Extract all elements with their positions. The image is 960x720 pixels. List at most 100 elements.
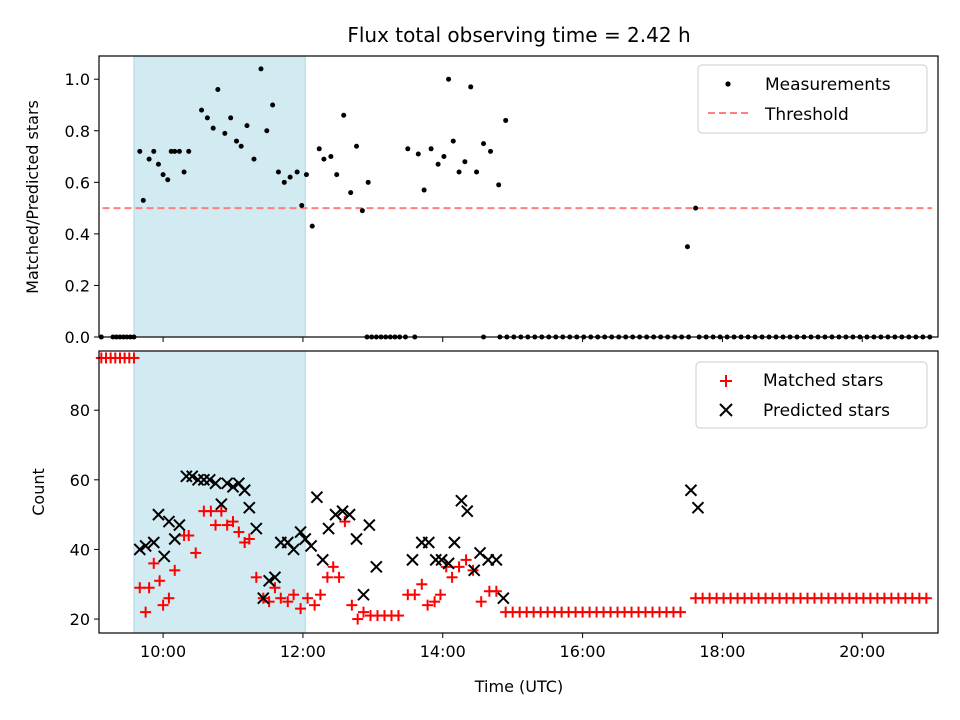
measurement-point	[303, 172, 309, 178]
measurement-point	[204, 115, 210, 121]
measurement-point	[264, 128, 270, 134]
measurement-point	[234, 138, 240, 144]
x-tick-label: 12:00	[280, 642, 326, 661]
measurement-point	[316, 146, 322, 152]
measurement-point	[481, 141, 487, 147]
measurement-point	[309, 223, 315, 229]
ratio-subplot: 0.0 0.2 0.4 0.6 0.8 1.0 Flux total observing …	[23, 23, 939, 347]
measurement-point	[446, 76, 452, 82]
matched-star-marker	[453, 561, 465, 573]
chart-title: Flux total observing time = 2.42 h	[347, 23, 690, 47]
matched-star-marker	[269, 582, 281, 594]
shade-span	[133, 55, 306, 338]
predicted-star-marker	[294, 525, 307, 539]
measurement-point	[181, 169, 187, 175]
matched-star-marker	[148, 557, 160, 569]
x-tick-label: 18:00	[699, 642, 745, 661]
x-tick-label: 20:00	[839, 642, 885, 661]
predicted-star-marker	[442, 557, 455, 570]
predicted-star-marker	[497, 591, 510, 605]
predicted-star-marker	[180, 470, 193, 483]
predicted-star-marker	[152, 508, 165, 521]
matched-star-marker	[250, 571, 262, 583]
predicted-star-marker	[262, 574, 276, 587]
measurement-point	[468, 84, 474, 90]
matched-star-marker	[302, 592, 314, 604]
measurement-point	[294, 169, 300, 175]
bottom-y-ticks: 20 40 60 80	[70, 401, 99, 629]
x-axis-label: Time (UTC)	[474, 677, 563, 696]
predicted-star-marker	[461, 504, 474, 518]
measurement-point	[348, 190, 354, 196]
measurement-point	[684, 244, 690, 250]
matched-star-marker	[215, 505, 227, 517]
y-tick-label: 0.0	[65, 328, 90, 347]
legend-threshold-label: Threshold	[764, 105, 849, 125]
matched-star-marker	[134, 582, 146, 594]
top-legend-box	[697, 64, 928, 134]
measurement-point	[328, 154, 334, 160]
predicted-star-marker	[243, 501, 256, 514]
top-y-axis-label: Matched/Predicted stars	[23, 100, 42, 294]
matched-star-marker	[210, 519, 222, 531]
matched-star-marker	[190, 547, 202, 559]
matched-star-marker	[157, 599, 169, 611]
predicted-star-marker	[357, 588, 370, 601]
predicted-star-marker	[363, 518, 376, 532]
matched-star-marker	[205, 505, 217, 517]
predicted-star-marker	[238, 484, 251, 497]
measurement-point	[693, 205, 699, 211]
legend-predicted-marker	[719, 403, 733, 417]
matched-star-marker	[154, 575, 166, 587]
predicted-star-marker	[370, 560, 383, 574]
predicted-star-marker	[429, 553, 442, 567]
measurement-point	[199, 107, 205, 113]
measurement-point	[496, 182, 502, 188]
measurement-point	[488, 148, 494, 154]
measurement-point	[151, 148, 157, 154]
matched-star-marker	[140, 606, 152, 618]
y-tick-label: 0.6	[65, 173, 90, 192]
matched-star-marker	[309, 599, 321, 611]
matched-star-marker	[233, 526, 245, 538]
matched-star-marker	[314, 589, 326, 601]
matched-star-marker	[434, 589, 446, 601]
matched-star-marker	[333, 571, 345, 583]
y-tick-label: 40	[70, 540, 90, 559]
observing-window-shade	[133, 350, 306, 634]
predicted-star-marker	[422, 536, 435, 549]
bottom-legend: Matched stars Predicted stars	[695, 361, 928, 429]
measurement-point	[186, 148, 192, 154]
bottom-y-axis-label: Count	[29, 468, 48, 516]
measurement-point	[334, 172, 340, 178]
predicted-star-marker	[304, 539, 318, 553]
predicted-star-marker	[250, 522, 263, 535]
matched-star-marker	[327, 561, 339, 573]
measurement-point	[281, 179, 287, 185]
measurement-point	[176, 148, 182, 154]
matched-star-marker	[490, 585, 502, 597]
predicted-star-marker	[133, 543, 146, 556]
predicted-stars-points	[133, 470, 705, 605]
legend-predicted-label: Predicted stars	[763, 401, 890, 421]
measurement-point	[215, 87, 221, 93]
matched-star-marker	[288, 589, 300, 601]
measurement-point	[168, 148, 174, 154]
matched-star-marker	[295, 603, 307, 615]
measurement-point	[428, 146, 434, 152]
matched-star-marker	[275, 592, 287, 604]
predicted-star-marker	[448, 536, 461, 549]
measurement-point	[421, 187, 427, 193]
matched-star-marker	[282, 596, 294, 608]
bottom-legend-box	[695, 361, 928, 429]
predicted-star-marker	[168, 532, 181, 546]
measurement-point	[155, 161, 161, 167]
measurement-point	[137, 148, 143, 154]
predicted-star-marker	[350, 532, 363, 546]
matched-star-marker	[358, 606, 370, 618]
predicted-star-marker	[455, 494, 468, 507]
measurement-point	[359, 208, 365, 214]
measurement-point	[450, 138, 456, 144]
predicted-star-marker	[215, 497, 228, 511]
y-tick-label: 0.2	[65, 276, 90, 295]
